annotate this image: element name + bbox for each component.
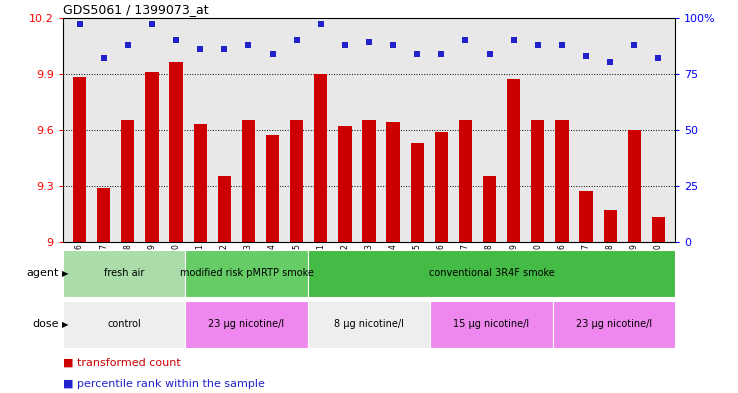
- Text: 8 μg nicotine/l: 8 μg nicotine/l: [334, 319, 404, 329]
- Text: agent: agent: [27, 268, 59, 278]
- Text: fresh air: fresh air: [104, 268, 144, 278]
- Bar: [97, 187, 111, 242]
- Bar: [308, 250, 675, 297]
- Bar: [242, 120, 255, 242]
- Bar: [185, 250, 308, 297]
- Text: ▶: ▶: [62, 320, 69, 329]
- Point: [508, 37, 520, 43]
- Bar: [435, 132, 448, 242]
- Bar: [483, 176, 496, 242]
- Text: GDS5061 / 1399073_at: GDS5061 / 1399073_at: [63, 4, 208, 17]
- Bar: [218, 176, 231, 242]
- Bar: [430, 301, 553, 348]
- Point: [122, 41, 134, 48]
- Bar: [627, 130, 641, 242]
- Point: [218, 46, 230, 52]
- Point: [532, 41, 544, 48]
- Bar: [579, 191, 593, 242]
- Bar: [314, 73, 328, 242]
- Text: conventional 3R4F smoke: conventional 3R4F smoke: [429, 268, 554, 278]
- Point: [266, 50, 278, 57]
- Bar: [185, 301, 308, 348]
- Bar: [338, 126, 351, 242]
- Point: [604, 59, 616, 66]
- Bar: [266, 135, 279, 242]
- Text: ▶: ▶: [62, 269, 69, 277]
- Point: [146, 21, 158, 28]
- Text: ■ transformed count: ■ transformed count: [63, 358, 181, 367]
- Point: [315, 21, 327, 28]
- Text: 23 μg nicotine/l: 23 μg nicotine/l: [208, 319, 285, 329]
- Point: [243, 41, 255, 48]
- Point: [460, 37, 472, 43]
- Point: [170, 37, 182, 43]
- Bar: [308, 301, 430, 348]
- Text: dose: dose: [32, 319, 59, 329]
- Point: [363, 39, 375, 46]
- Text: ■ percentile rank within the sample: ■ percentile rank within the sample: [63, 379, 265, 389]
- Point: [194, 46, 206, 52]
- Bar: [410, 143, 424, 242]
- Bar: [652, 217, 665, 242]
- Point: [339, 41, 351, 48]
- Bar: [63, 250, 185, 297]
- Point: [652, 55, 664, 61]
- Point: [291, 37, 303, 43]
- Point: [435, 50, 447, 57]
- Point: [74, 21, 86, 28]
- Point: [628, 41, 640, 48]
- Bar: [73, 77, 86, 242]
- Bar: [604, 210, 617, 242]
- Point: [98, 55, 110, 61]
- Point: [387, 41, 399, 48]
- Bar: [170, 62, 183, 242]
- Bar: [507, 79, 520, 242]
- Bar: [121, 120, 134, 242]
- Point: [556, 41, 568, 48]
- Text: control: control: [107, 319, 141, 329]
- Text: 15 μg nicotine/l: 15 μg nicotine/l: [453, 319, 530, 329]
- Bar: [63, 301, 185, 348]
- Text: modified risk pMRTP smoke: modified risk pMRTP smoke: [179, 268, 314, 278]
- Bar: [387, 122, 400, 242]
- Bar: [145, 72, 159, 242]
- Point: [411, 50, 423, 57]
- Point: [580, 53, 592, 59]
- Bar: [531, 120, 545, 242]
- Point: [483, 50, 495, 57]
- Text: 23 μg nicotine/l: 23 μg nicotine/l: [576, 319, 652, 329]
- Bar: [290, 120, 303, 242]
- Bar: [459, 120, 472, 242]
- Bar: [193, 124, 207, 242]
- Bar: [553, 301, 675, 348]
- Bar: [555, 120, 568, 242]
- Bar: [362, 120, 376, 242]
